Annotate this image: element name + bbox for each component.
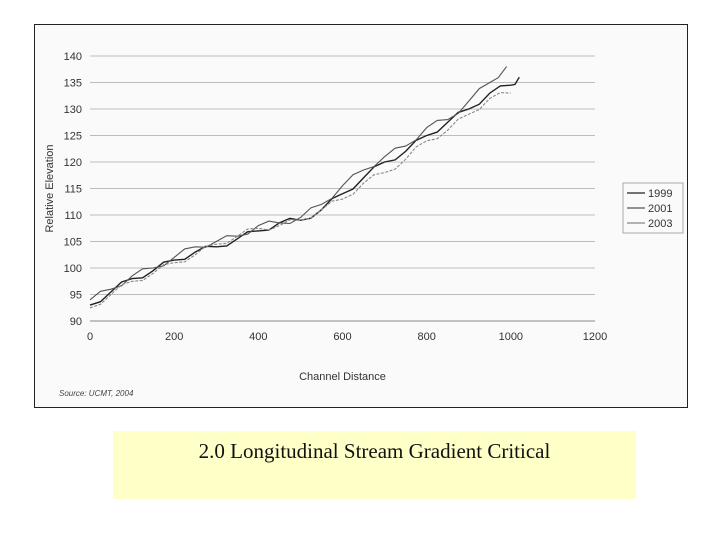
y-tick-label-2: 100 — [64, 263, 82, 275]
elevation-line-chart: 90 95 100 105 110 115 120 125 130 135 140 0 200 400 60… — [44, 51, 684, 383]
series-line-1999 — [89, 76, 520, 306]
x-tick-label-0: 0 — [87, 331, 93, 343]
chart-frame: 90 95 100 105 110 115 120 125 130 135 140 0 200 400 60… — [34, 24, 688, 408]
x-tick-label-4: 800 — [417, 331, 435, 343]
y-tick-label-3: 105 — [64, 237, 82, 249]
y-tick-label-6: 120 — [64, 157, 82, 169]
x-tick-label-2: 400 — [249, 331, 267, 343]
legend-label-2001: 2001 — [648, 203, 672, 215]
x-tick-label-6: 1200 — [583, 331, 607, 343]
y-tick-label-7: 125 — [64, 131, 82, 143]
x-axis-title: Channel Distance — [299, 371, 386, 383]
legend-label-1999: 1999 — [648, 188, 672, 200]
y-axis-title: Relative Elevation — [44, 144, 56, 232]
series-line-2001 — [89, 66, 508, 301]
caption-title: 2.0 Longitudinal Stream Gradient Critica… — [198, 439, 551, 463]
legend-label-2003: 2003 — [648, 218, 672, 230]
x-tick-label-3: 600 — [333, 331, 351, 343]
x-tick-label-1: 200 — [165, 331, 183, 343]
y-tick-label-0: 90 — [70, 316, 82, 328]
y-tick-label-1: 95 — [70, 290, 82, 302]
caption-box: 2.0 Longitudinal Stream Gradient Critica… — [113, 431, 636, 499]
x-tick-label-5: 1000 — [499, 331, 523, 343]
y-tick-label-10: 140 — [64, 51, 82, 63]
y-tick-label-4: 110 — [64, 210, 82, 222]
source-note: Source: UCMT, 2004 — [59, 389, 134, 398]
y-tick-label-9: 135 — [64, 78, 82, 90]
y-tick-label-5: 115 — [64, 184, 82, 196]
series-line-2003 — [89, 92, 511, 309]
y-tick-label-8: 130 — [64, 104, 82, 116]
